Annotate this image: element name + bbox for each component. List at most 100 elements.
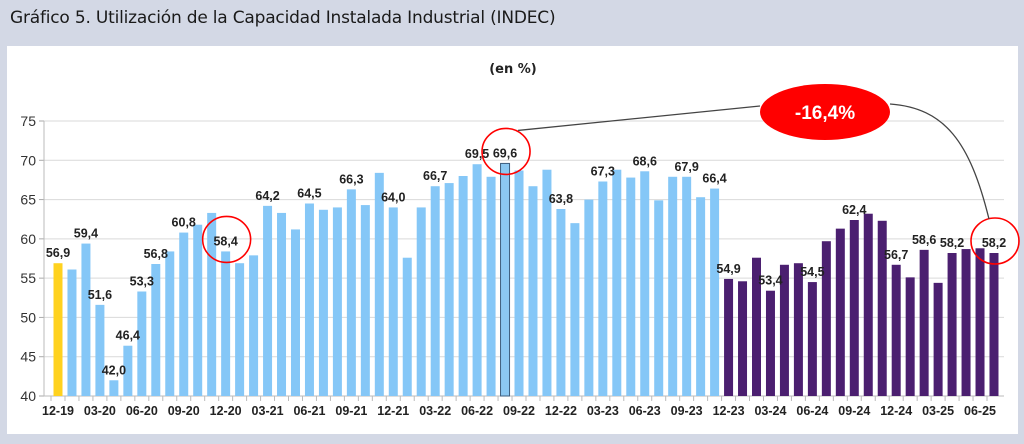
data-label: 60,8 [172,216,196,230]
data-label: 58,4 [213,234,237,248]
bar [821,241,831,396]
x-tick-label: 06-24 [796,404,828,418]
y-axis-ticks: 40 45 50 55 60 65 70 75 [20,113,36,404]
bar [877,220,887,396]
bar [905,277,915,396]
chart-subtitle: (en %) [489,62,537,77]
y-tick-label: 55 [20,270,36,286]
x-tick-label: 09-23 [671,404,703,418]
bar [388,207,398,396]
data-label: 68,6 [633,154,657,168]
bar [402,257,412,396]
y-tick-label: 75 [20,113,36,129]
bar [640,171,650,396]
x-tick-label: 12-21 [377,404,409,418]
data-label: 42,0 [102,363,126,377]
bar [346,189,356,396]
bar [710,188,720,396]
callout-text: -16,4% [795,103,855,124]
bar [109,380,119,396]
bar [304,203,314,396]
y-tick-label: 45 [20,349,36,365]
x-tick-label: 09-20 [168,404,200,418]
y-tick-label: 60 [20,231,36,247]
bar [528,186,538,396]
bar [430,186,440,396]
bar [458,176,468,396]
data-label: 66,7 [423,169,447,183]
bar [933,282,943,396]
bar [67,269,77,396]
data-label: 66,4 [702,172,726,186]
bar [542,169,552,396]
bar [793,263,803,396]
bar [360,205,370,396]
x-tick-label: 03-21 [252,404,284,418]
data-label: 54,9 [716,262,740,276]
bar [807,282,817,396]
callout-connector [517,105,761,132]
bar [654,200,664,396]
y-tick-label: 40 [20,388,36,404]
data-label: 63,8 [549,192,573,206]
x-tick-label: 06-22 [461,404,493,418]
data-label: 56,9 [46,246,70,260]
bar [179,232,189,396]
bar [165,251,175,396]
annotations: -16,4% [201,84,1020,265]
x-tick-label: 12-23 [713,404,745,418]
x-tick-label: 06-25 [964,404,996,418]
bar [332,207,342,396]
bar [584,199,594,396]
highlight-circle [201,215,252,264]
x-tick-label: 03-22 [419,404,451,418]
data-label: 58,6 [912,233,936,247]
bar [193,224,203,396]
bar [891,264,901,396]
x-tick-label: 12-22 [545,404,577,418]
bar [612,169,622,396]
x-tick-label: 06-20 [126,404,158,418]
data-label: 46,4 [116,329,140,343]
y-tick-label: 70 [20,152,36,168]
data-labels: 56,9 59,4 51,6 42,0 46,4 53,3 56,8 60,8 58,4 64,2… [46,146,1006,377]
data-label: 67,3 [591,165,615,179]
callout-bubble [760,84,890,140]
x-tick-label: 06-21 [293,404,325,418]
x-tick-label: 12-19 [42,404,74,418]
bar [682,176,692,396]
bar [151,264,161,396]
bar [779,264,789,396]
x-tick-label: 06-23 [629,404,661,418]
x-tick-label: 03-24 [754,404,786,418]
bar [374,172,384,396]
x-tick-label: 09-24 [838,404,870,418]
bar [486,176,496,396]
data-label: 64,5 [297,187,321,201]
bar [961,249,971,396]
bar [95,304,105,396]
bar [53,263,63,396]
bar [598,181,608,396]
bar [137,291,147,396]
bar [207,212,217,396]
data-label: 56,8 [144,247,168,261]
data-label: 58,2 [982,236,1006,250]
data-label: 62,4 [842,203,866,217]
x-axis: 12-19 03-20 06-20 09-20 12-20 03-21 06-21 09-21… [42,395,1004,418]
bar [556,209,566,396]
x-tick-label: 03-20 [84,404,116,418]
bar [849,220,859,396]
bar [863,213,873,396]
y-tick-label: 65 [20,192,36,208]
x-tick-label: 12-24 [880,404,912,418]
data-label: 53,4 [758,274,782,288]
bar [249,255,259,396]
x-tick-label: 09-21 [335,404,367,418]
data-label: 67,9 [674,160,698,174]
bar [235,263,245,396]
bar [416,207,426,396]
bar [318,209,328,396]
bar [752,257,761,396]
data-label: 69,6 [493,146,517,160]
